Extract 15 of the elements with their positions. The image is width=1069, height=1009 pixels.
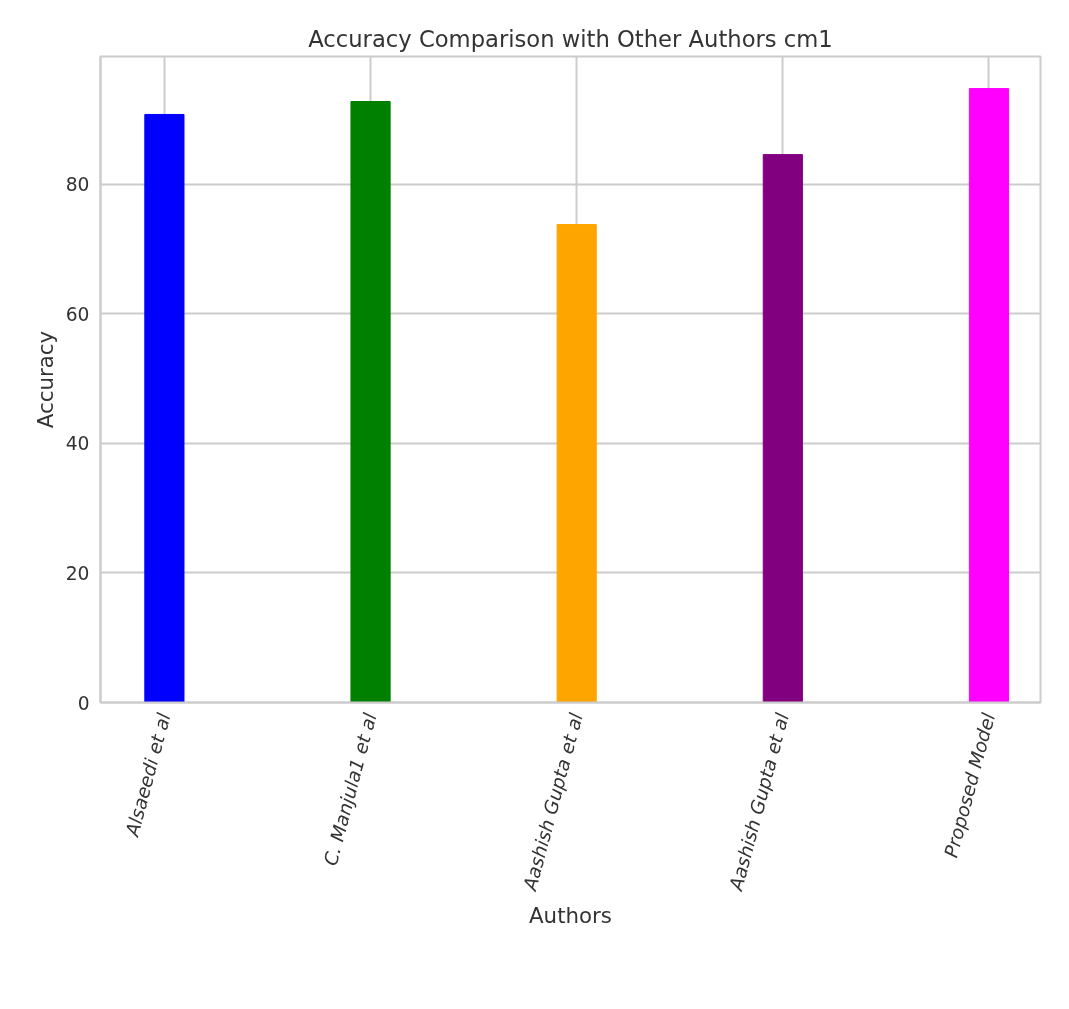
y-tick-label: 60 bbox=[65, 303, 90, 325]
y-tick-label: 40 bbox=[65, 433, 90, 455]
bar bbox=[350, 101, 391, 703]
bar bbox=[762, 154, 803, 703]
bar bbox=[144, 113, 185, 703]
y-axis-title: Accuracy bbox=[32, 330, 58, 429]
bar bbox=[968, 88, 1010, 703]
x-axis-title: Authors bbox=[529, 903, 612, 929]
y-tick-label: 20 bbox=[65, 562, 90, 584]
y-tick-label: 0 bbox=[77, 692, 90, 714]
x-tick-label: Aashish Gupta et al bbox=[725, 709, 794, 894]
x-tick-label: Aashish Gupta et al bbox=[519, 709, 588, 894]
chart-title: Accuracy Comparison with Other Authors cm1 bbox=[308, 25, 833, 52]
y-tick-label: 80 bbox=[65, 174, 90, 196]
bar bbox=[556, 224, 597, 703]
